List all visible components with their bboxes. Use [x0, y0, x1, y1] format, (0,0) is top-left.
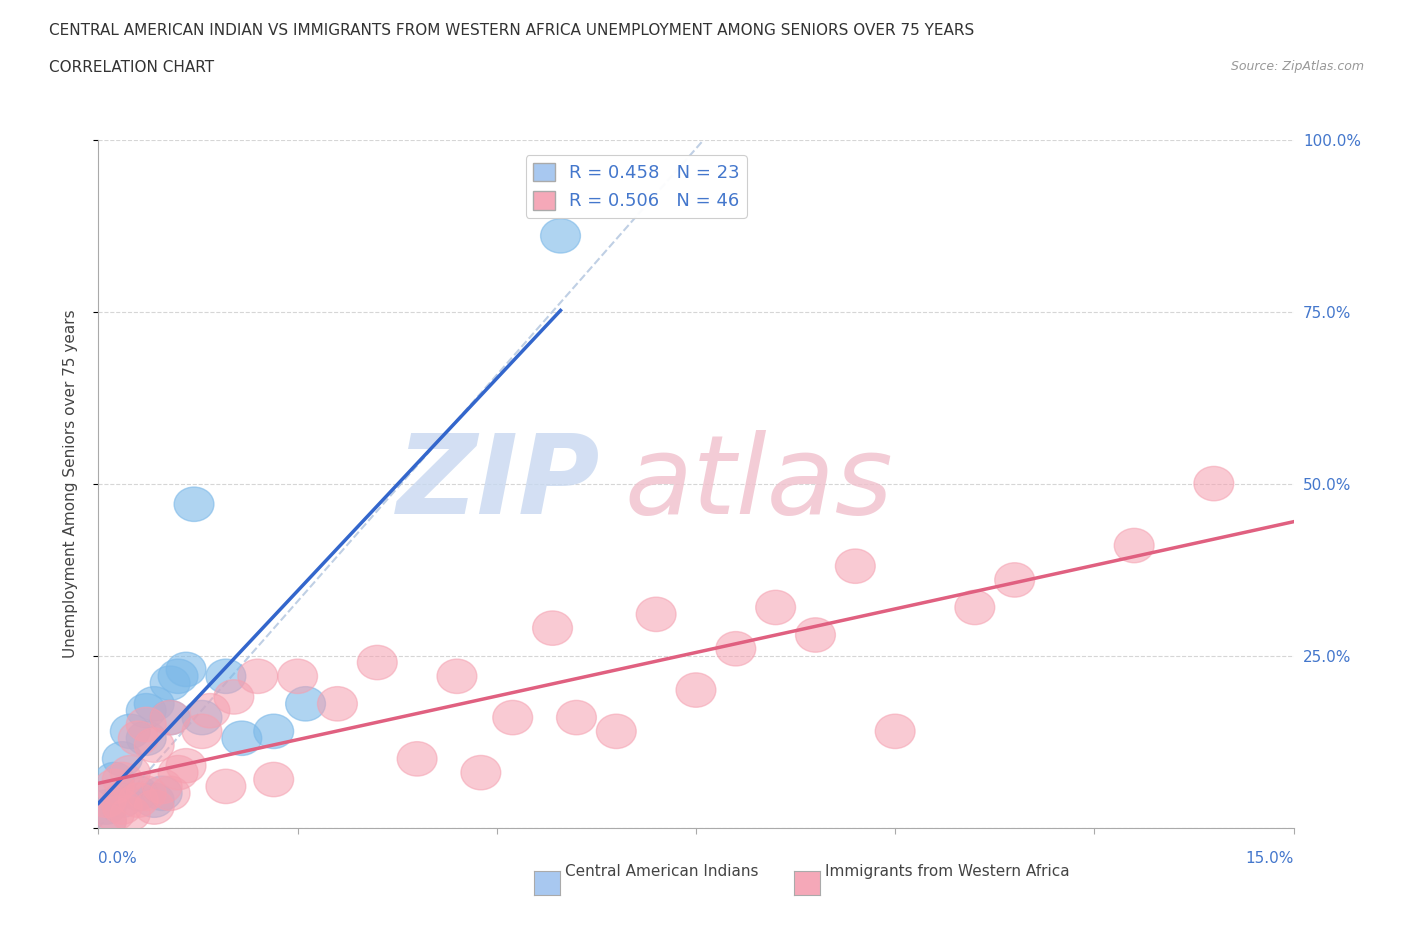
- Text: CORRELATION CHART: CORRELATION CHART: [49, 60, 214, 75]
- Ellipse shape: [118, 783, 159, 817]
- Ellipse shape: [166, 749, 207, 783]
- Ellipse shape: [533, 611, 572, 645]
- Ellipse shape: [461, 755, 501, 790]
- Ellipse shape: [142, 769, 183, 804]
- Ellipse shape: [190, 694, 231, 728]
- Ellipse shape: [103, 763, 142, 797]
- Ellipse shape: [222, 721, 262, 755]
- Ellipse shape: [135, 686, 174, 721]
- Ellipse shape: [94, 797, 135, 831]
- Ellipse shape: [103, 742, 142, 776]
- Ellipse shape: [214, 680, 254, 714]
- Ellipse shape: [174, 487, 214, 522]
- Ellipse shape: [127, 721, 166, 755]
- Text: Source: ZipAtlas.com: Source: ZipAtlas.com: [1230, 60, 1364, 73]
- Ellipse shape: [135, 790, 174, 824]
- Ellipse shape: [142, 776, 183, 811]
- Ellipse shape: [637, 597, 676, 631]
- Ellipse shape: [118, 721, 159, 755]
- Ellipse shape: [127, 776, 166, 811]
- Ellipse shape: [285, 686, 326, 721]
- Ellipse shape: [150, 700, 190, 735]
- Ellipse shape: [955, 591, 995, 625]
- Ellipse shape: [94, 763, 135, 797]
- Ellipse shape: [111, 797, 150, 831]
- Ellipse shape: [94, 769, 135, 804]
- Ellipse shape: [183, 714, 222, 749]
- Ellipse shape: [437, 659, 477, 694]
- Ellipse shape: [254, 763, 294, 797]
- Ellipse shape: [1194, 467, 1234, 500]
- Text: 0.0%: 0.0%: [98, 851, 138, 866]
- Ellipse shape: [118, 776, 159, 811]
- Legend: R = 0.458   N = 23, R = 0.506   N = 46: R = 0.458 N = 23, R = 0.506 N = 46: [526, 155, 747, 218]
- Ellipse shape: [150, 700, 190, 735]
- Ellipse shape: [796, 618, 835, 652]
- Ellipse shape: [716, 631, 756, 666]
- Text: Immigrants from Western Africa: Immigrants from Western Africa: [825, 864, 1070, 880]
- Ellipse shape: [398, 742, 437, 776]
- Ellipse shape: [357, 645, 398, 680]
- Ellipse shape: [135, 728, 174, 763]
- Ellipse shape: [876, 714, 915, 749]
- Ellipse shape: [254, 714, 294, 749]
- Ellipse shape: [676, 673, 716, 708]
- Ellipse shape: [207, 659, 246, 694]
- Ellipse shape: [183, 700, 222, 735]
- Ellipse shape: [1115, 528, 1154, 563]
- Ellipse shape: [159, 755, 198, 790]
- Ellipse shape: [492, 700, 533, 735]
- Ellipse shape: [127, 694, 166, 728]
- Ellipse shape: [87, 790, 127, 824]
- Ellipse shape: [207, 769, 246, 804]
- Ellipse shape: [150, 666, 190, 700]
- Ellipse shape: [87, 804, 127, 838]
- Ellipse shape: [87, 783, 127, 817]
- Ellipse shape: [541, 219, 581, 253]
- Ellipse shape: [159, 659, 198, 694]
- Ellipse shape: [111, 755, 150, 790]
- Ellipse shape: [135, 783, 174, 817]
- Ellipse shape: [756, 591, 796, 625]
- Ellipse shape: [318, 686, 357, 721]
- Ellipse shape: [166, 652, 207, 686]
- Ellipse shape: [111, 714, 150, 749]
- Text: ZIP: ZIP: [396, 430, 600, 538]
- Ellipse shape: [87, 804, 127, 838]
- Ellipse shape: [150, 776, 190, 811]
- Ellipse shape: [557, 700, 596, 735]
- Text: atlas: atlas: [624, 430, 893, 538]
- Ellipse shape: [995, 563, 1035, 597]
- Ellipse shape: [835, 549, 876, 583]
- Ellipse shape: [103, 790, 142, 824]
- Ellipse shape: [238, 659, 278, 694]
- Ellipse shape: [103, 783, 142, 817]
- Y-axis label: Unemployment Among Seniors over 75 years: Unemployment Among Seniors over 75 years: [63, 310, 77, 658]
- Ellipse shape: [596, 714, 637, 749]
- Text: Central American Indians: Central American Indians: [565, 864, 759, 880]
- Ellipse shape: [277, 659, 318, 694]
- Text: 15.0%: 15.0%: [1246, 851, 1294, 866]
- Text: CENTRAL AMERICAN INDIAN VS IMMIGRANTS FROM WESTERN AFRICA UNEMPLOYMENT AMONG SEN: CENTRAL AMERICAN INDIAN VS IMMIGRANTS FR…: [49, 23, 974, 38]
- Ellipse shape: [127, 708, 166, 742]
